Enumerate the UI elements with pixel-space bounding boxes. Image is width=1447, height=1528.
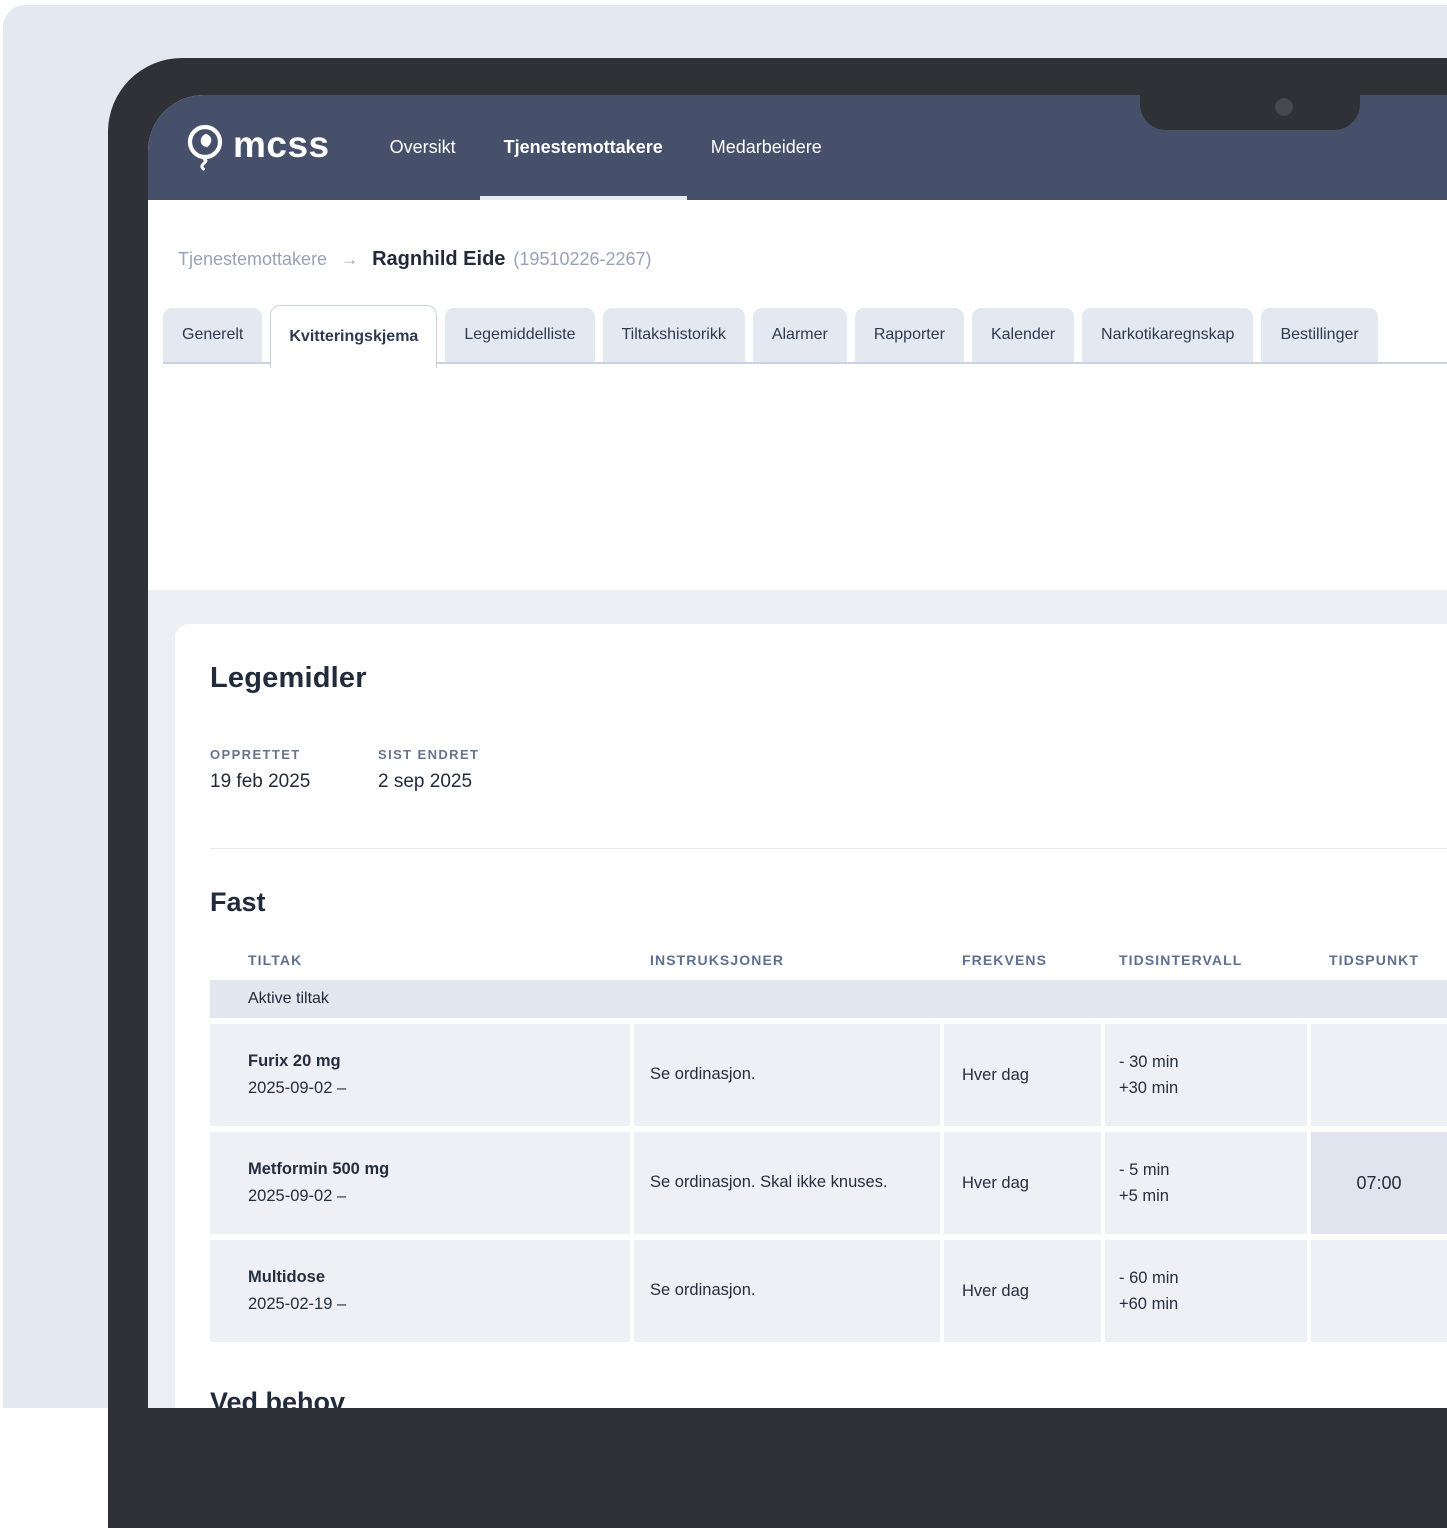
page-title: Legemidler	[210, 662, 367, 694]
person-name: Ragnhild Eide	[372, 248, 506, 270]
brand[interactable]: mcss	[185, 121, 330, 175]
instructions-cell: Se ordinasjon.	[634, 1240, 940, 1342]
meta-row: OPPRETTET 19 feb 2025 SIST ENDRET 2 sep …	[210, 747, 1447, 793]
nav-item-tjenestemottakere[interactable]: Tjenestemottakere	[479, 95, 687, 200]
meta-created: OPPRETTET 19 feb 2025	[210, 747, 338, 793]
meta-modified-value: 2 sep 2025	[378, 771, 473, 792]
ved-behov-section-title: Ved behov	[210, 1387, 346, 1408]
meta-modified: SIST ENDRET 2 sep 2025	[378, 747, 479, 793]
fast-section-title: Fast	[210, 887, 266, 917]
interval-minus: - 60 min	[1119, 1268, 1179, 1287]
person-id: (19510226-2267)	[513, 249, 652, 269]
tab-narkotikaregnskap[interactable]: Narkotikaregnskap	[1082, 308, 1254, 362]
main-nav: Oversikt Tjenestemottakere Medarbeidere	[366, 95, 846, 200]
table-row-multidose[interactable]: Multidose 2025-02-19 – Se ordinasjon. Hv…	[210, 1240, 1447, 1342]
breadcrumb: Tjenestemottakere → Ragnhild Eide (195102…	[178, 248, 1447, 271]
frequency-text: Hver dag	[962, 1173, 1029, 1192]
instructions-text: Se ordinasjon. Skal ikke knuses.	[650, 1173, 888, 1192]
interval-plus: +30 min	[1119, 1078, 1179, 1097]
instructions-cell: Se ordinasjon. Skal ikke knuses.	[634, 1132, 940, 1234]
frequency-text: Hver dag	[962, 1065, 1029, 1084]
tab-bar: Generelt Kvitteringskjema Legemiddellist…	[163, 305, 1447, 368]
medication-date: 2025-09-02 –	[248, 1079, 347, 1097]
tab-tiltakshistorikk[interactable]: Tiltakshistorikk	[602, 308, 745, 362]
meta-created-label: OPPRETTET	[210, 747, 301, 762]
instructions-text: Se ordinasjon.	[650, 1281, 756, 1300]
breadcrumb-arrow-icon: →	[341, 250, 359, 269]
breadcrumb-current-person: Ragnhild Eide (19510226-2267)	[372, 248, 651, 271]
breadcrumb-parent-link[interactable]: Tjenestemottakere	[178, 249, 328, 269]
nav-item-medarbeidere[interactable]: Medarbeidere	[710, 137, 822, 157]
instructions-text: Se ordinasjon.	[650, 1065, 756, 1084]
interval-cell: - 5 min +5 min	[1105, 1132, 1307, 1234]
medication-name: Furix 20 mg	[248, 1052, 341, 1070]
col-header-tidsintervall: TIDSINTERVALL	[1119, 952, 1243, 968]
page-area: Legemidler OPPRETTET 19 feb 2025 SIST EN…	[148, 590, 1447, 1408]
meta-modified-label: SIST ENDRET	[378, 747, 480, 762]
frequency-cell: Hver dag	[944, 1240, 1101, 1342]
brand-name: mcss	[233, 124, 330, 165]
device-screen: mcss Oversikt Tjenestemottakere Medarbei…	[148, 95, 1447, 1408]
fast-table-header: TILTAK INSTRUKSJONER FREKVENS TIDSINTERV…	[210, 952, 1447, 968]
tab-generelt[interactable]: Generelt	[163, 308, 263, 362]
table-row-furix[interactable]: Furix 20 mg 2025-09-02 – Se ordinasjon. …	[210, 1024, 1447, 1126]
tab-bestillinger[interactable]: Bestillinger	[1261, 308, 1378, 362]
time-cell[interactable]: 07:00	[1311, 1132, 1447, 1234]
tab-rapporter[interactable]: Rapporter	[854, 308, 964, 362]
tab-legemiddelliste[interactable]: Legemiddelliste	[445, 308, 595, 362]
medication-date: 2025-09-02 –	[248, 1187, 347, 1205]
medication-name: Multidose	[248, 1268, 325, 1286]
col-header-tidspunkt: TIDSPUNKT	[1329, 952, 1420, 968]
instructions-cell: Se ordinasjon.	[634, 1024, 940, 1126]
nav-item-oversikt[interactable]: Oversikt	[389, 137, 456, 157]
meta-created-value: 19 feb 2025	[210, 771, 311, 792]
time-cell[interactable]	[1311, 1024, 1447, 1126]
tab-kvitteringskjema[interactable]: Kvitteringskjema	[270, 305, 438, 368]
tab-kalender[interactable]: Kalender	[971, 308, 1075, 362]
section-divider	[210, 848, 1447, 849]
col-header-frekvens: FREKVENS	[962, 952, 1048, 968]
tiltak-cell: Metformin 500 mg 2025-09-02 –	[210, 1132, 630, 1234]
interval-minus: - 5 min	[1119, 1160, 1170, 1179]
tiltak-cell: Furix 20 mg 2025-09-02 –	[210, 1024, 630, 1126]
frequency-cell: Hver dag	[944, 1024, 1101, 1126]
fast-group-row: Aktive tiltak	[210, 980, 1447, 1018]
device-notch	[1140, 58, 1360, 130]
interval-plus: +5 min	[1119, 1186, 1169, 1205]
tiltak-cell: Multidose 2025-02-19 –	[210, 1240, 630, 1342]
time-text: 07:00	[1356, 1172, 1402, 1193]
mcss-balloon-icon	[187, 124, 223, 170]
fast-group-label: Aktive tiltak	[248, 990, 329, 1007]
col-header-tiltak: TILTAK	[248, 952, 303, 968]
medication-date: 2025-02-19 –	[248, 1295, 347, 1313]
tab-alarmer[interactable]: Alarmer	[752, 308, 847, 362]
interval-minus: - 30 min	[1119, 1052, 1179, 1071]
frequency-text: Hver dag	[962, 1281, 1029, 1300]
col-header-instruksjoner: INSTRUKSJONER	[650, 952, 785, 968]
interval-cell: - 30 min +30 min	[1105, 1024, 1307, 1126]
interval-plus: +60 min	[1119, 1294, 1179, 1313]
medication-name: Metformin 500 mg	[248, 1160, 390, 1178]
interval-cell: - 60 min +60 min	[1105, 1240, 1307, 1342]
device-bezel: mcss Oversikt Tjenestemottakere Medarbei…	[108, 58, 1447, 1528]
time-cell[interactable]	[1311, 1240, 1447, 1342]
camera-dot	[1275, 98, 1293, 116]
table-row-metformin[interactable]: Metformin 500 mg 2025-09-02 – Se ordinas…	[210, 1132, 1447, 1234]
medication-card: Legemidler OPPRETTET 19 feb 2025 SIST EN…	[175, 624, 1447, 1408]
frequency-cell: Hver dag	[944, 1132, 1101, 1234]
